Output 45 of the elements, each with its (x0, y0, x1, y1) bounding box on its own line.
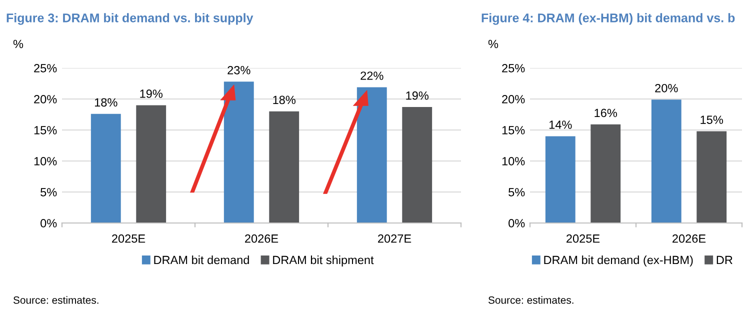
legend-label: DR (716, 256, 732, 264)
y-tick-label: 25% (502, 64, 525, 72)
y-tick-label: 15% (34, 126, 57, 134)
bar (90, 114, 121, 223)
data-label: 23% (228, 66, 250, 74)
source-note: Source: estimates. (13, 296, 98, 304)
y-tick-label: 5% (40, 188, 57, 196)
legend-label: DRAM bit demand (154, 255, 249, 264)
data-label: 15% (700, 116, 724, 124)
legend-label: DRAM bit demand (ex-HBM) (544, 255, 693, 266)
bar (590, 124, 621, 223)
x-tick-label: 2026E (672, 234, 706, 243)
bar (545, 136, 576, 223)
bar (696, 131, 727, 223)
y-tick-label: 25% (34, 64, 57, 72)
bar (651, 100, 682, 223)
legend-label: DRAM bit shipment (273, 255, 374, 267)
y-tick-label: 15% (502, 126, 525, 134)
y-axis-title: % (13, 40, 24, 48)
data-label: 18% (273, 96, 296, 104)
chart-title: Figure 3: DRAM bit demand vs. bit supply (6, 13, 254, 25)
y-tick-label: 20% (502, 95, 525, 104)
bar (269, 111, 300, 223)
y-tick-label: 0% (40, 219, 57, 228)
chart-title: Figure 4: DRAM (ex-HBM) bit demand vs. b (482, 13, 735, 25)
x-tick-label: 2026E (245, 234, 278, 243)
data-label: 19% (140, 90, 163, 98)
x-tick-label: 2025E (566, 234, 600, 243)
source-note: Source: estimates. (488, 296, 574, 304)
y-axis-title: % (488, 40, 498, 48)
x-tick-label: 2027E (378, 234, 412, 243)
data-label: 20% (655, 84, 678, 92)
y-tick-label: 20% (34, 95, 57, 104)
y-tick-label: 10% (502, 157, 525, 166)
x-tick-label: 2025E (112, 234, 146, 243)
data-label: 14% (549, 120, 572, 129)
y-tick-label: 10% (34, 157, 57, 166)
bar (136, 105, 166, 223)
data-label: 19% (406, 91, 429, 100)
data-label: 22% (360, 72, 384, 80)
data-label: 16% (594, 108, 618, 118)
bar (402, 107, 432, 223)
y-tick-label: 5% (508, 188, 525, 196)
data-label: 18% (94, 98, 118, 107)
y-tick-label: 0% (508, 219, 525, 228)
